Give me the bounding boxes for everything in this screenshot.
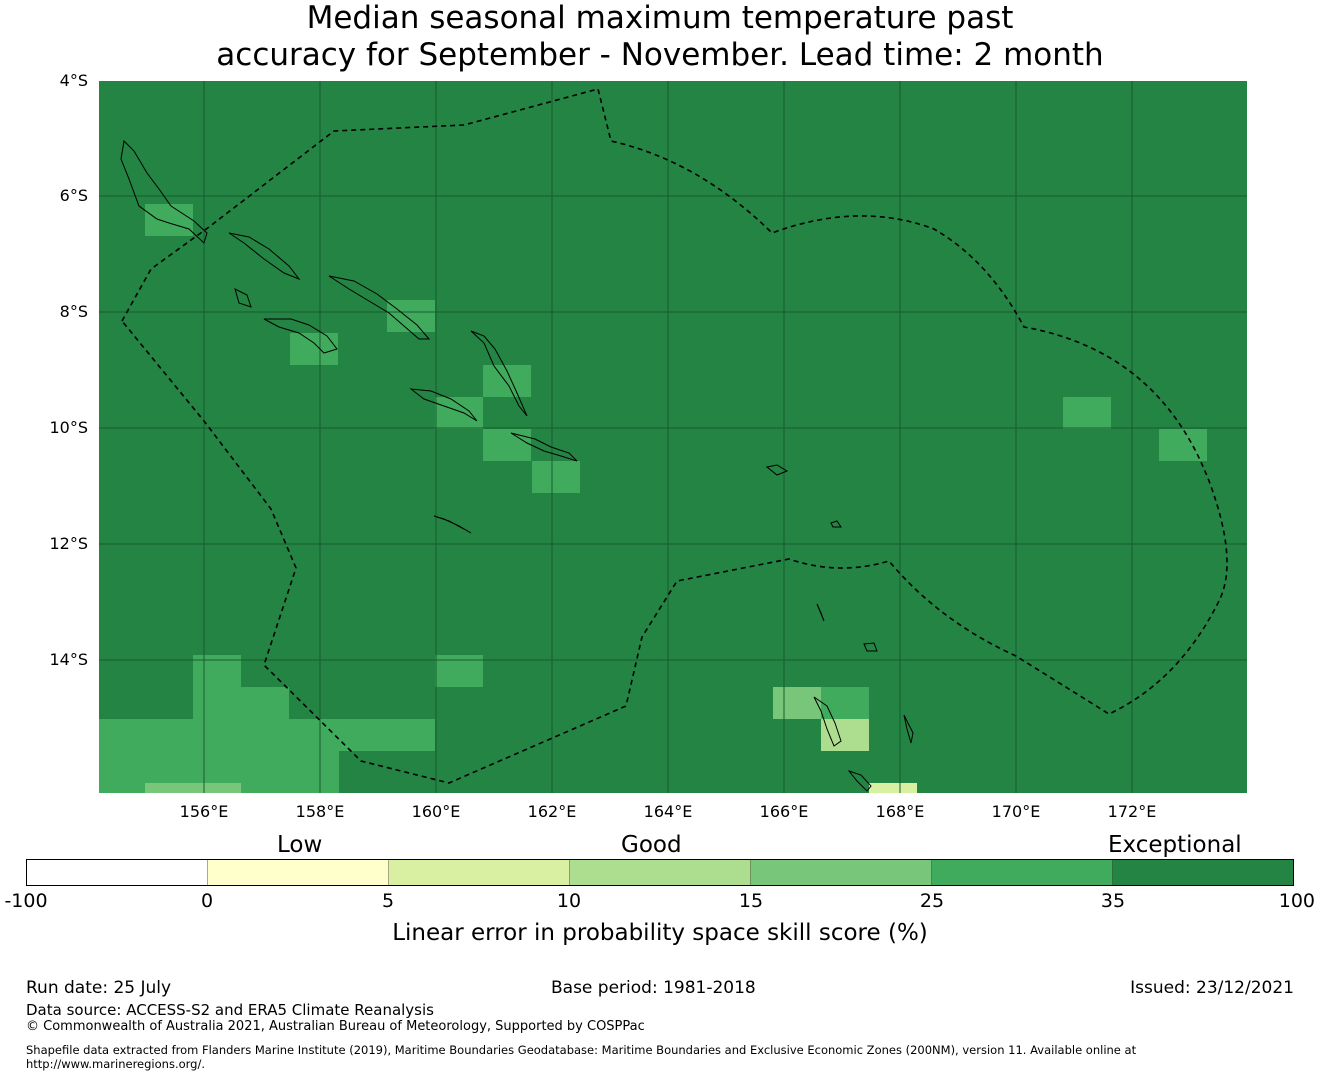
colorbar-tick: 15 [738, 890, 764, 912]
skill-cell [145, 204, 193, 236]
skill-cell [290, 333, 338, 365]
skill-cell [435, 397, 483, 429]
coastlines [120, 139, 914, 792]
run-date: Run date: 25 July [26, 978, 172, 998]
pentecost-coast [903, 714, 914, 744]
skill-cell [1063, 397, 1111, 429]
colorbar-tick: 35 [1100, 890, 1126, 912]
colorbar-segment [932, 860, 1114, 885]
skill-cell [821, 687, 869, 719]
map-title: Median seasonal maximum temperature past… [0, 0, 1320, 74]
colorbar-tick: 25 [919, 890, 945, 912]
skill-cell [773, 687, 821, 719]
lat-label-8s: 8°S [59, 302, 88, 321]
skill-cell [532, 461, 580, 493]
lat-label-6s: 6°S [59, 186, 88, 205]
espiritu-santo-coast [813, 696, 842, 747]
skill-map-svg [99, 81, 1247, 793]
lon-label-160e: 160°E [411, 802, 461, 821]
map-background [99, 81, 1247, 793]
guadalcanal-coast [409, 388, 478, 422]
lon-label-166e: 166°E [759, 802, 809, 821]
skill-cell [99, 719, 435, 751]
lat-label-10s: 10°S [49, 418, 88, 437]
colorbar-segment [569, 860, 752, 885]
colorbar-segment [388, 860, 570, 885]
torres-islands-coast [816, 603, 825, 622]
lon-label-162e: 162°E [527, 802, 577, 821]
choiseul-coast [228, 232, 301, 281]
malaita-coast [470, 330, 528, 417]
colorbar-segment [207, 860, 389, 885]
bougainville-coast [120, 139, 208, 244]
skill-cells [99, 204, 1207, 793]
issued-date: Issued: 23/12/2021 [1130, 978, 1294, 998]
eez-boundary [121, 88, 1228, 784]
legend-category-good: Good [621, 832, 682, 858]
skill-cell [145, 783, 241, 793]
skill-cell [821, 719, 869, 751]
skill-map [99, 81, 1247, 793]
makira-coast [510, 432, 578, 462]
title-line-1: Median seasonal maximum temperature past [306, 0, 1014, 36]
skill-cell [1159, 429, 1207, 461]
colorbar-segment [751, 860, 933, 885]
malekula-coast [847, 769, 872, 792]
skill-cell [483, 429, 531, 461]
skill-cell [483, 365, 531, 397]
colorbar-tick: 5 [381, 890, 395, 912]
vanikoro-coast [830, 520, 842, 528]
banks-islands-coast [863, 642, 878, 652]
legend-category-exceptional: Exceptional [1108, 832, 1242, 858]
skill-cell [193, 655, 241, 719]
title-line-2: accuracy for September - November. Lead … [216, 37, 1104, 73]
colorbar-tick: 0 [200, 890, 214, 912]
lon-label-168e: 168°E [875, 802, 925, 821]
colorbar-tick: 10 [556, 890, 582, 912]
lon-label-156e: 156°E [179, 802, 229, 821]
santa-isabel-coast [328, 275, 431, 340]
colorbar-tick: -100 [4, 890, 48, 912]
data-source: Data source: ACCESS-S2 and ERA5 Climate … [26, 1001, 434, 1019]
copyright: © Commonwealth of Australia 2021, Austra… [26, 1019, 645, 1034]
skill-cell [387, 300, 435, 332]
new-georgia-coast [263, 318, 338, 354]
lat-label-12s: 12°S [49, 534, 88, 553]
shapefile-url: http://www.marineregions.org/. [26, 1057, 205, 1071]
santa-cruz-coast [765, 464, 789, 476]
lat-label-4s: 4°S [59, 71, 88, 90]
lon-label-170e: 170°E [991, 802, 1041, 821]
colorbar-segment [27, 860, 208, 885]
graticule [99, 81, 1247, 793]
colorbar-tick: 100 [1278, 890, 1315, 912]
skill-cell [241, 687, 289, 719]
skill-cell [869, 783, 917, 793]
legend-category-low: Low [277, 832, 323, 858]
lon-label-158e: 158°E [295, 802, 345, 821]
vella-lavella-coast [234, 288, 252, 308]
rennell-coast [433, 515, 472, 534]
lon-label-164e: 164°E [643, 802, 693, 821]
lon-label-172e: 172°E [1107, 802, 1157, 821]
shapefile-credit: Shapefile data extracted from Flanders M… [26, 1043, 1137, 1057]
colorbar-segment [1113, 860, 1294, 885]
lat-label-14s: 14°S [49, 650, 88, 669]
base-period: Base period: 1981-2018 [551, 978, 756, 998]
legend-colorbar [26, 859, 1294, 886]
colorbar-title: Linear error in probability space skill … [392, 920, 928, 946]
